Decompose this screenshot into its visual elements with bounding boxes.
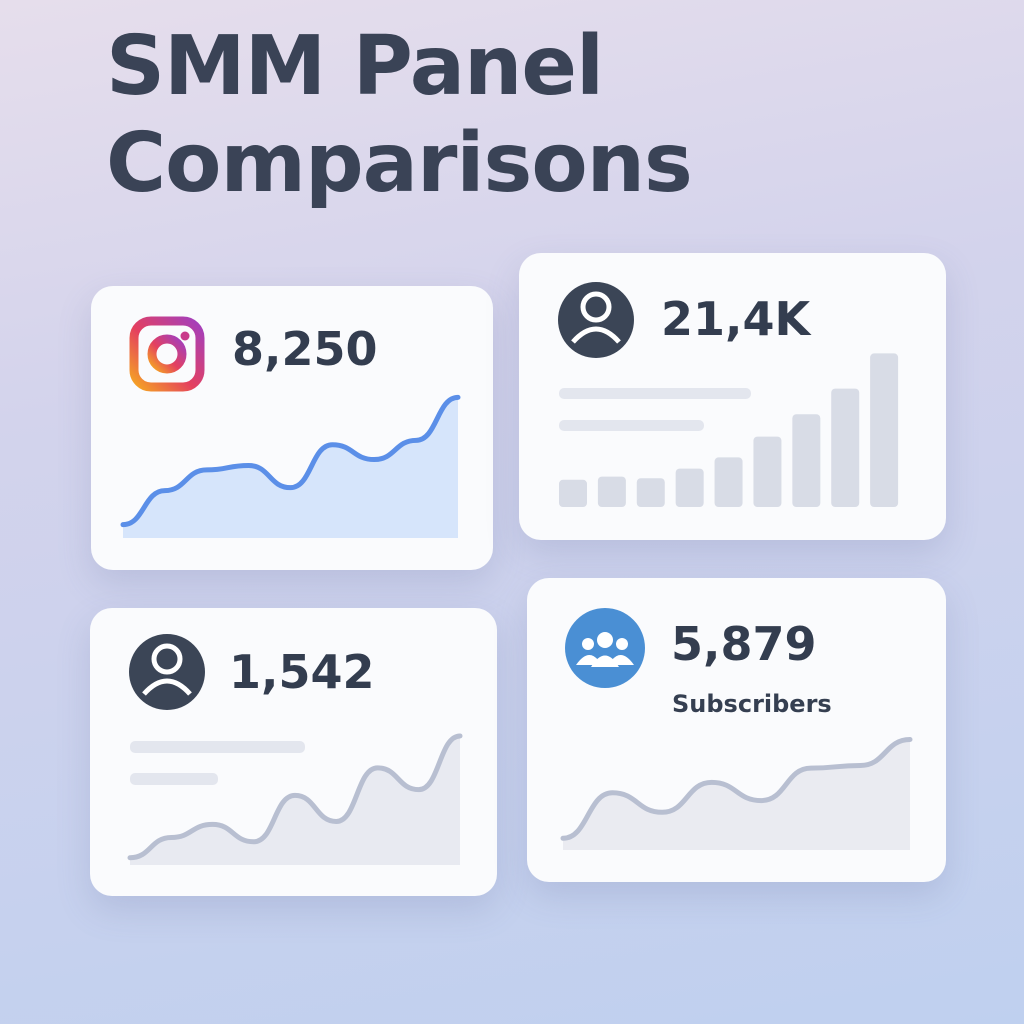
card-value: 1,542 (229, 645, 375, 699)
bar (714, 457, 743, 507)
line (127, 733, 463, 861)
bar (753, 436, 782, 507)
placeholder-line (559, 420, 704, 431)
bar (870, 353, 899, 507)
line (120, 394, 461, 528)
bar (636, 478, 665, 507)
bar (597, 476, 626, 507)
placeholder-line (559, 388, 751, 399)
page-title: SMM Panel Comparisons (106, 19, 693, 211)
line (560, 737, 913, 841)
group-icon (565, 608, 645, 688)
bar (559, 479, 587, 507)
card-value: 5,879 (671, 617, 817, 671)
placeholder-line (130, 773, 218, 785)
avatar-icon (129, 634, 205, 710)
avatar-icon (558, 282, 634, 358)
card-value: 21,4K (661, 292, 811, 346)
placeholder-line (130, 741, 305, 753)
card-value: 8,250 (232, 322, 378, 376)
area-fill (130, 735, 460, 865)
instagram-icon (129, 316, 205, 392)
area-fill (563, 739, 910, 850)
bar (831, 388, 860, 507)
bar (792, 414, 821, 507)
bar (675, 468, 704, 507)
area-fill (123, 397, 458, 538)
card-label: Subscribers (672, 690, 832, 718)
